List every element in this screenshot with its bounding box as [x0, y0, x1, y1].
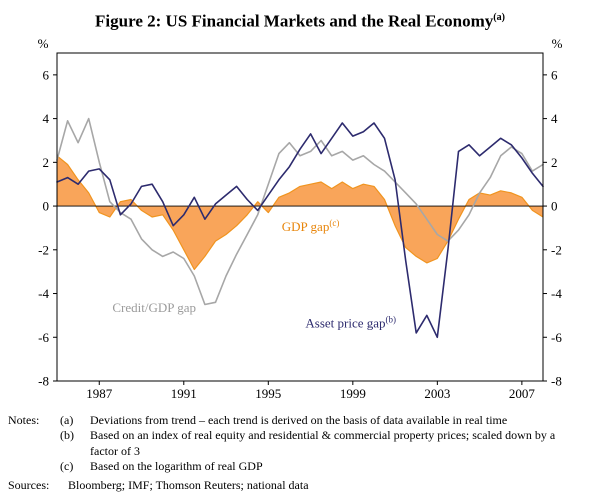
note-row: (c) Based on the logarithm of real GDP [8, 459, 586, 475]
note-tag: (b) [60, 428, 74, 443]
chart-svg: -8 -8 -6 -6 -4 -4 -2 -2 0 0 2 2 4 4 6 6 1987 1991 1995 1999… [38, 36, 563, 401]
note-text: Based on the logarithm of real GDP [90, 459, 263, 474]
y-tick-label-right: 6 [551, 67, 558, 82]
y-tick-label-left: -4 [38, 286, 49, 301]
figure-title-text: Figure 2: US Financial Markets and the R… [95, 11, 494, 31]
y-tick-label-left: -8 [38, 373, 49, 388]
series-line-credit-gdp-gap [56, 117, 544, 305]
sources-text: Bloomberg; IMF; Thomson Reuters; nationa… [68, 478, 309, 493]
note-tag: (c) [60, 459, 74, 474]
y-tick-label-right: -4 [551, 286, 562, 301]
y-tick-label-left: 6 [43, 67, 50, 82]
note-tag: (a) [60, 412, 74, 427]
y-tick-label-right: -6 [551, 329, 562, 344]
x-tick-label: 2007 [509, 386, 536, 401]
annotation-gdp-gap: GDP gap(c) [282, 218, 340, 234]
series-line-asset-price-gap [56, 121, 544, 338]
note-row: (b) Based on an index of real equity and… [8, 428, 586, 459]
notes-label: Notes: [8, 412, 40, 427]
series-outline-gdp-gap [56, 154, 544, 270]
y-tick-label-right: 2 [551, 154, 558, 169]
figure-title-superscript: (a) [493, 12, 505, 23]
x-tick-label: 1987 [86, 386, 113, 401]
sources-label: Sources: [8, 478, 50, 493]
plot-border [56, 52, 544, 382]
sources-row: Sources: Bloomberg; IMF; Thomson Reuters… [8, 478, 586, 494]
note-row: Notes: (a) Deviations from trend – each … [8, 413, 586, 429]
figure-title: Figure 2: US Financial Markets and the R… [0, 7, 600, 33]
y-tick-label-left: -6 [38, 329, 49, 344]
y-axis-unit-right: % [552, 36, 563, 51]
x-tick-label: 2003 [424, 386, 450, 401]
y-tick-label-left: -2 [38, 242, 49, 257]
annotation-asset-price-gap: Asset price gap(b) [305, 314, 396, 330]
x-tick-label: 1995 [255, 386, 281, 401]
x-tick-label: 1991 [171, 386, 197, 401]
note-text: Deviations from trend – each trend is de… [90, 412, 508, 427]
y-tick-label-right: 0 [551, 198, 558, 213]
y-tick-label-left: 2 [43, 154, 50, 169]
notes-block: Notes: (a) Deviations from trend – each … [0, 405, 600, 494]
x-tick-label: 1999 [340, 386, 366, 401]
y-tick-label-right: 4 [551, 111, 558, 126]
y-tick-label-right: -2 [551, 242, 562, 257]
note-text: Based on an index of real equity and res… [90, 428, 556, 458]
y-axis-unit-left: % [38, 36, 49, 51]
annotation-credit-gdp-gap: Credit/GDP gap [112, 300, 196, 315]
series-area-gdp-gap [57, 155, 543, 270]
y-tick-label-left: 0 [43, 198, 50, 213]
y-tick-label-right: -8 [551, 373, 562, 388]
y-tick-label-left: 4 [43, 111, 50, 126]
